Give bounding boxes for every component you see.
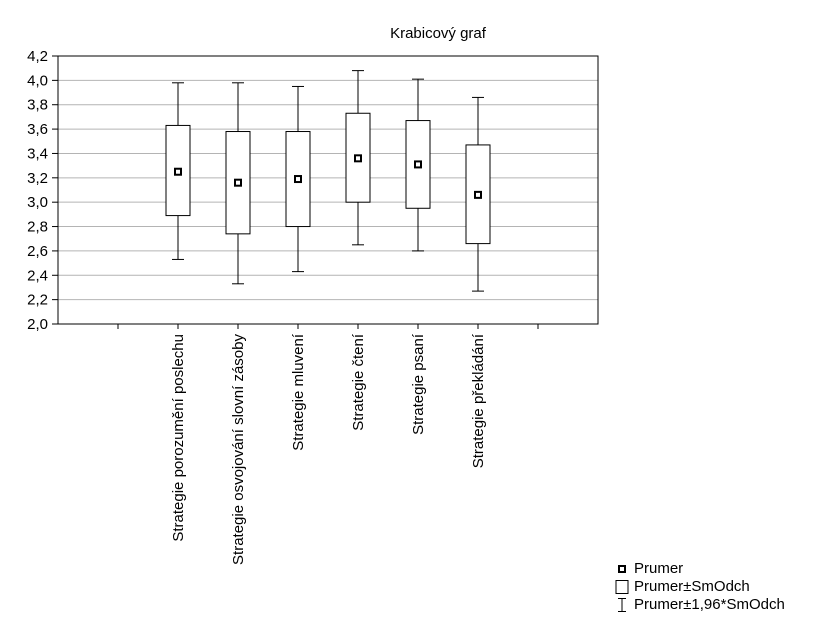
sd-box [465, 144, 491, 245]
y-tick-label: 2,8 [27, 219, 48, 236]
mean-marker [354, 154, 362, 163]
box-outline-icon [614, 579, 630, 595]
legend-label-mean: Prumer [634, 560, 684, 577]
mean-marker [474, 190, 482, 199]
x-category-label: Strategie psaní [410, 333, 427, 435]
x-category-label: Strategie překládání [470, 333, 487, 468]
mean-marker [174, 167, 182, 176]
y-tick-label: 3,4 [27, 145, 48, 162]
y-tick-label: 3,8 [27, 97, 48, 114]
y-tick-label: 3,6 [27, 121, 48, 138]
box-series [165, 70, 491, 292]
x-axis-ticks: Strategie porozumění poslechu Strategie o… [117, 324, 539, 565]
sd-box [405, 120, 431, 209]
y-tick-label: 2,2 [27, 292, 48, 309]
y-tick-label: 4,0 [27, 72, 48, 89]
sd-box [165, 124, 191, 217]
y-tick-label: 2,4 [27, 267, 48, 284]
legend-item-whisker: Prumer±1,96*SmOdch [614, 596, 785, 614]
mean-marker [414, 160, 422, 169]
sd-box [345, 112, 371, 203]
grid-lines [58, 79, 598, 301]
x-category-label: Strategie porozumění poslechu [170, 334, 187, 542]
x-category-label: Strategie osvojování slovní zásoby [230, 334, 247, 565]
mean-marker [234, 178, 242, 187]
plot-area-frame [57, 55, 599, 325]
y-tick-label: 2,0 [27, 316, 48, 333]
sd-box [285, 131, 311, 228]
y-tick-label: 4,2 [27, 48, 48, 65]
legend: Prumer Prumer±SmOdch Prumer±1,96*SmOdch [614, 560, 785, 614]
y-axis-ticks: 2,0 2,2 2,4 2,6 2,8 3,0 3,2 3,4 3,6 3,8 4,0 4,2 [27, 48, 58, 333]
x-category-label: Strategie mluvení [290, 333, 307, 451]
legend-label-whisker: Prumer±1,96*SmOdch [634, 596, 785, 613]
y-tick-label: 2,6 [27, 243, 48, 260]
mean-marker [294, 175, 302, 184]
legend-label-sd-box: Prumer±SmOdch [634, 578, 750, 595]
chart-title: Krabicový graf [390, 25, 487, 42]
y-tick-label: 3,2 [27, 170, 48, 187]
x-category-label: Strategie čtení [350, 333, 367, 431]
sd-box [225, 131, 251, 235]
mean-marker-icon [614, 561, 630, 577]
legend-item-sd-box: Prumer±SmOdch [614, 578, 785, 596]
y-tick-label: 3,0 [27, 194, 48, 211]
legend-item-mean: Prumer [614, 560, 785, 578]
whisker-icon [614, 597, 630, 613]
